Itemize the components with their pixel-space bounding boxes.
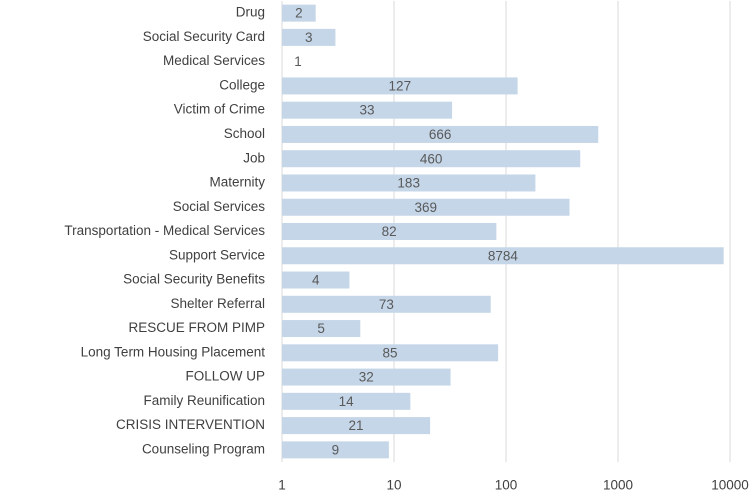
y-tick-label: CRISIS INTERVENTION	[116, 417, 265, 432]
y-tick-label: Family Reunification	[143, 393, 265, 408]
data-label: 82	[382, 224, 397, 239]
y-tick-label: Shelter Referral	[170, 296, 265, 311]
y-tick-label: Transportation - Medical Services	[64, 223, 265, 238]
data-label: 21	[349, 418, 364, 433]
data-label: 460	[420, 151, 443, 166]
data-label: 33	[360, 103, 375, 118]
y-tick-label: RESCUE FROM PIMP	[128, 320, 265, 335]
data-label: 32	[359, 370, 374, 385]
y-tick-label: Support Service	[169, 247, 265, 262]
bar	[282, 77, 518, 95]
bar	[282, 125, 599, 143]
y-tick-label: Counseling Program	[142, 441, 265, 456]
bar	[282, 101, 453, 119]
data-label: 5	[317, 321, 325, 336]
y-tick-label: College	[219, 77, 265, 92]
bar	[282, 441, 389, 459]
bar	[282, 271, 350, 289]
data-label: 73	[379, 297, 394, 312]
y-tick-label: Maternity	[209, 175, 265, 190]
bar	[282, 417, 431, 435]
y-tick-label: Medical Services	[163, 53, 265, 68]
data-label: 183	[397, 176, 420, 191]
y-tick-label: Long Term Housing Placement	[81, 344, 266, 359]
bar	[282, 344, 499, 362]
x-tick-label: 100	[495, 478, 518, 493]
bar	[282, 320, 361, 338]
y-tick-label: School	[224, 126, 265, 141]
data-label: 85	[383, 345, 398, 360]
bar	[282, 150, 581, 168]
data-label: 2	[295, 6, 303, 21]
bar	[282, 28, 336, 46]
bar	[282, 198, 570, 216]
data-label: 666	[429, 127, 452, 142]
data-label: 9	[332, 442, 340, 457]
data-label: 14	[339, 394, 355, 409]
bar	[282, 368, 451, 386]
x-tick-label: 1	[278, 478, 286, 493]
bar	[282, 247, 724, 265]
y-tick-label: Victim of Crime	[174, 102, 265, 117]
bar	[282, 174, 536, 192]
y-tick-label: Social Services	[173, 199, 266, 214]
bar	[282, 4, 316, 22]
y-tick-label: Drug	[236, 5, 265, 20]
data-label: 4	[312, 273, 320, 288]
data-label: 1	[294, 54, 302, 69]
x-tick-label: 1000	[603, 478, 633, 493]
y-tick-label: Social Security Benefits	[123, 272, 265, 287]
x-tick-label: 10000	[711, 478, 749, 493]
bar	[282, 295, 491, 313]
data-label: 3	[305, 30, 313, 45]
data-label: 369	[414, 200, 437, 215]
y-tick-label: Job	[243, 150, 265, 165]
data-label: 8784	[488, 248, 519, 263]
y-tick-label: FOLLOW UP	[185, 369, 265, 384]
x-tick-label: 10	[386, 478, 401, 493]
data-label: 127	[389, 78, 412, 93]
bar	[282, 223, 497, 240]
bar	[282, 392, 411, 410]
y-tick-label: Social Security Card	[143, 29, 265, 44]
